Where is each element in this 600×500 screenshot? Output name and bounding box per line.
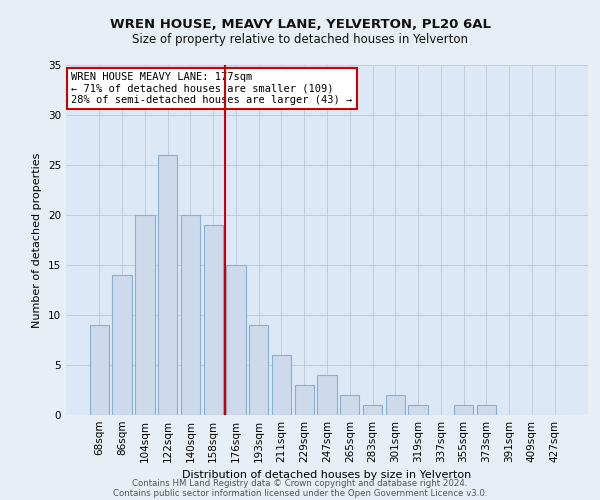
Bar [158, 155, 178, 415]
Bar [272, 355, 291, 415]
Text: Contains HM Land Registry data © Crown copyright and database right 2024.: Contains HM Land Registry data © Crown c… [132, 478, 468, 488]
Bar [249, 325, 268, 415]
Bar [340, 395, 359, 415]
Bar [90, 325, 109, 415]
Text: Size of property relative to detached houses in Yelverton: Size of property relative to detached ho… [132, 32, 468, 46]
Y-axis label: Number of detached properties: Number of detached properties [32, 152, 43, 328]
Bar [135, 215, 155, 415]
Bar [454, 405, 473, 415]
Bar [409, 405, 428, 415]
Bar [317, 375, 337, 415]
Bar [295, 385, 314, 415]
Text: WREN HOUSE MEAVY LANE: 177sqm
← 71% of detached houses are smaller (109)
28% of : WREN HOUSE MEAVY LANE: 177sqm ← 71% of d… [71, 72, 352, 105]
Bar [226, 265, 245, 415]
X-axis label: Distribution of detached houses by size in Yelverton: Distribution of detached houses by size … [182, 470, 472, 480]
Bar [203, 225, 223, 415]
Bar [386, 395, 405, 415]
Text: Contains public sector information licensed under the Open Government Licence v3: Contains public sector information licen… [113, 488, 487, 498]
Bar [476, 405, 496, 415]
Bar [112, 275, 132, 415]
Text: WREN HOUSE, MEAVY LANE, YELVERTON, PL20 6AL: WREN HOUSE, MEAVY LANE, YELVERTON, PL20 … [110, 18, 491, 30]
Bar [181, 215, 200, 415]
Bar [363, 405, 382, 415]
